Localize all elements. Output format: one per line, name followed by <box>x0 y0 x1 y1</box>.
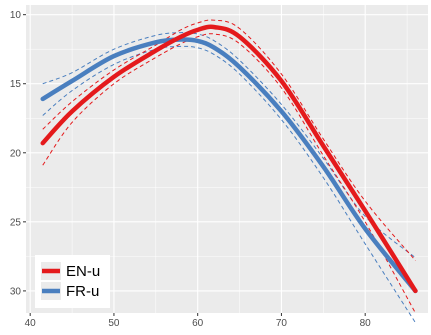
y-tick-label: 20 <box>10 148 22 159</box>
band-lower-en-u <box>42 33 416 314</box>
y-axis: 10 15 20 25 30 <box>10 10 26 297</box>
x-tick-label: 50 <box>108 318 120 329</box>
band-upper-en-u <box>42 19 416 261</box>
x-tick-label: 70 <box>276 318 288 329</box>
series-line-en-u <box>40 24 418 294</box>
y-tick-label: 15 <box>10 79 22 90</box>
band-lower-fr-u <box>42 45 416 323</box>
x-axis: 40 50 60 70 80 <box>25 313 372 329</box>
series-lines <box>40 24 418 294</box>
grid-major <box>26 5 428 313</box>
series-line-fr-u <box>40 37 418 294</box>
legend: EN-u FR-u <box>35 255 110 308</box>
y-tick-label: 25 <box>10 217 22 228</box>
confidence-bands <box>42 19 416 323</box>
legend-label-en-u: EN-u <box>66 263 100 280</box>
band-upper-fr-u <box>42 32 416 259</box>
x-tick-label: 80 <box>360 318 372 329</box>
x-tick-label: 40 <box>25 318 37 329</box>
y-tick-label: 30 <box>10 286 22 297</box>
legend-label-fr-u: FR-u <box>66 283 99 300</box>
y-tick-label: 10 <box>10 10 22 21</box>
x-tick-label: 60 <box>192 318 204 329</box>
